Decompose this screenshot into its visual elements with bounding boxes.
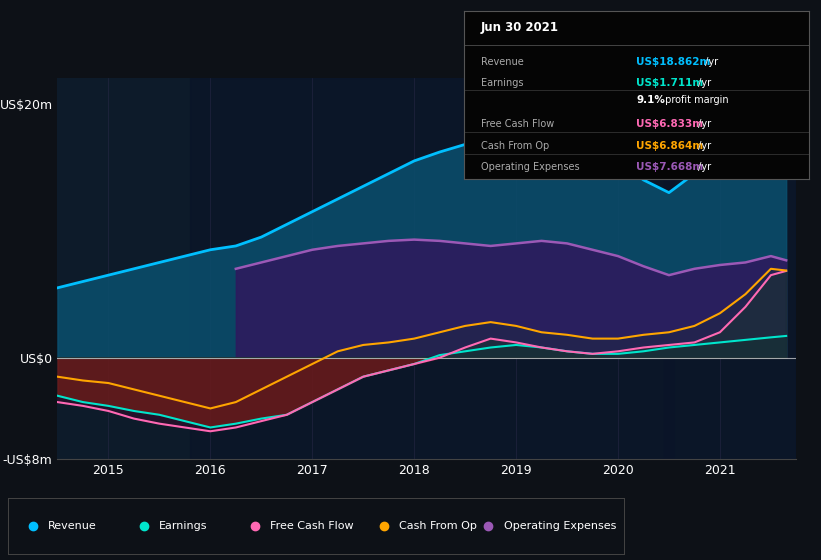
- Text: Earnings: Earnings: [159, 521, 208, 531]
- Text: Jun 30 2021: Jun 30 2021: [481, 21, 559, 35]
- Text: /yr: /yr: [702, 57, 718, 67]
- Text: /yr: /yr: [695, 119, 711, 129]
- Text: /yr: /yr: [695, 78, 711, 88]
- Bar: [664, 78, 796, 459]
- Bar: [190, 78, 674, 459]
- Text: Operating Expenses: Operating Expenses: [504, 521, 617, 531]
- Text: US$18.862m: US$18.862m: [636, 57, 711, 67]
- Text: US$1.711m: US$1.711m: [636, 78, 704, 88]
- Text: Operating Expenses: Operating Expenses: [481, 162, 580, 172]
- Text: profit margin: profit margin: [663, 95, 729, 105]
- Text: Cash From Op: Cash From Op: [481, 141, 549, 151]
- Text: 9.1%: 9.1%: [636, 95, 665, 105]
- Text: Free Cash Flow: Free Cash Flow: [481, 119, 554, 129]
- Text: US$6.833m: US$6.833m: [636, 119, 704, 129]
- Text: Free Cash Flow: Free Cash Flow: [270, 521, 354, 531]
- Text: Revenue: Revenue: [48, 521, 97, 531]
- Text: /yr: /yr: [695, 141, 711, 151]
- Text: Revenue: Revenue: [481, 57, 524, 67]
- Text: Earnings: Earnings: [481, 78, 524, 88]
- Text: /yr: /yr: [695, 162, 711, 172]
- Text: Cash From Op: Cash From Op: [399, 521, 477, 531]
- Text: US$7.668m: US$7.668m: [636, 162, 704, 172]
- Text: US$6.864m: US$6.864m: [636, 141, 704, 151]
